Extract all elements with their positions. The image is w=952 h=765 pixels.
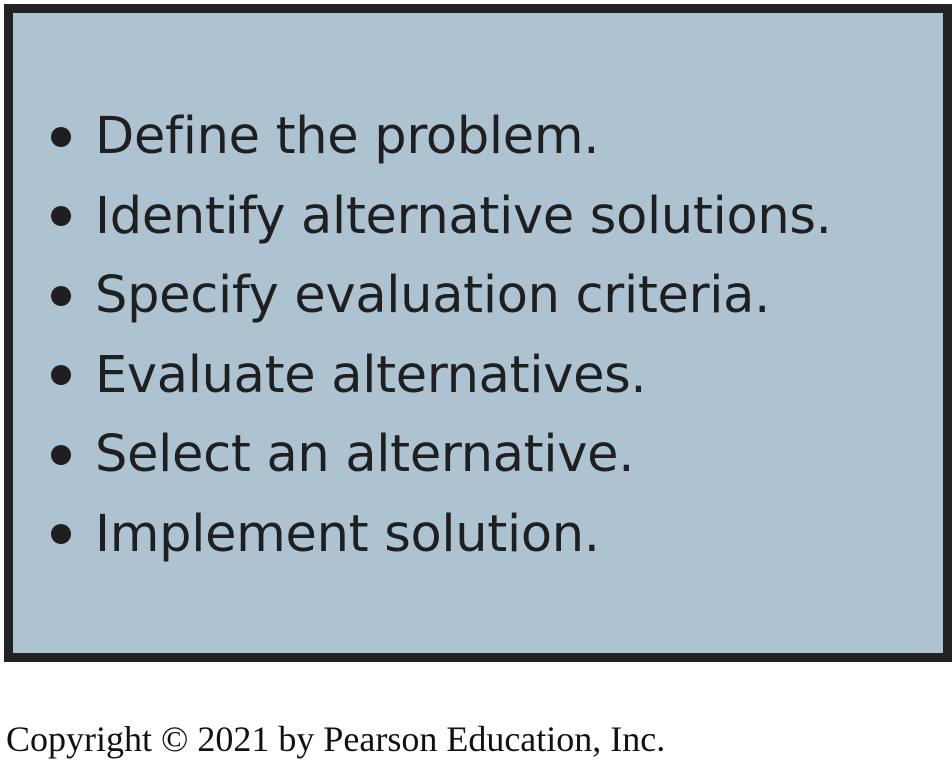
bullet-icon	[51, 126, 71, 147]
copyright-notice: Copyright © 2021 by Pearson Education, I…	[6, 719, 666, 759]
list-item: Implement solution.	[51, 495, 832, 575]
step-label: Implement solution.	[95, 504, 600, 564]
list-item: Specify evaluation criteria.	[51, 256, 832, 336]
bullet-icon	[51, 365, 71, 386]
bullet-icon	[51, 206, 71, 227]
list-item: Define the problem.	[51, 97, 832, 177]
list-item: Evaluate alternatives.	[51, 336, 832, 416]
bullet-icon	[51, 444, 71, 465]
step-label: Select an alternative.	[95, 425, 635, 485]
step-list: Define the problem. Identify alternative…	[51, 97, 832, 574]
step-label: Define the problem.	[95, 107, 600, 167]
step-label: Identify alternative solutions.	[95, 186, 832, 246]
steps-panel: Define the problem. Identify alternative…	[4, 4, 952, 662]
bullet-icon	[51, 524, 71, 545]
bullet-icon	[51, 285, 71, 306]
list-item: Select an alternative.	[51, 415, 832, 495]
list-item: Identify alternative solutions.	[51, 177, 832, 257]
step-label: Evaluate alternatives.	[95, 345, 647, 405]
step-label: Specify evaluation criteria.	[95, 266, 770, 326]
